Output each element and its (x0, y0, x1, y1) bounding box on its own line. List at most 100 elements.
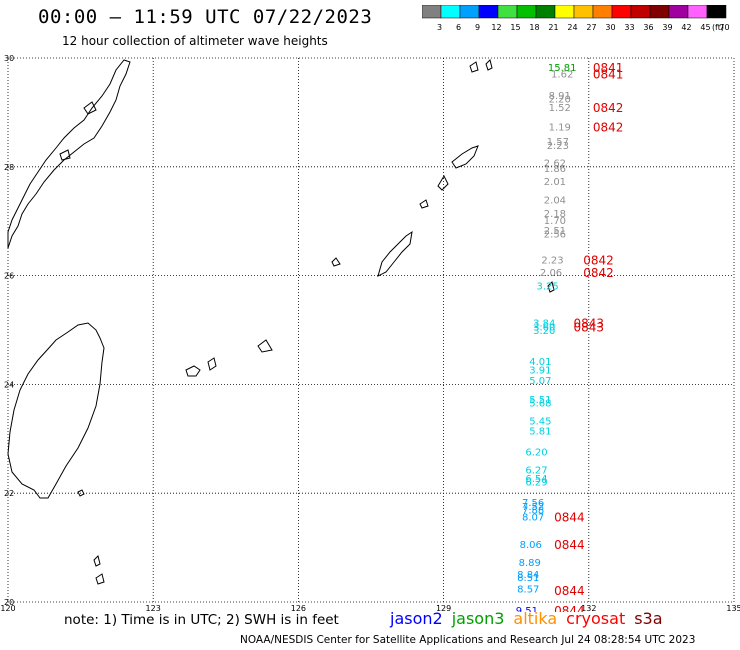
island-10 (547, 281, 555, 293)
lat-tick-label: 28 (4, 163, 14, 172)
colorbar-tick-label: 27 (586, 23, 596, 32)
lon-tick-label: 120 (0, 604, 15, 612)
swh-value-label: 5.68 (529, 398, 551, 409)
colorbar-tick-label: 12 (491, 23, 501, 32)
island-1 (437, 174, 449, 191)
island-3 (331, 257, 341, 267)
colorbar-tick-label: 36 (643, 23, 653, 32)
note-text: note: 1) Time is in UTC; 2) SWH is in fe… (64, 612, 339, 628)
colorbar-tick-label: 70 (719, 23, 729, 32)
pass-time-label: 0844 (554, 538, 585, 552)
swh-value-label: 4.01 (529, 357, 551, 368)
sat-legend-jason3: jason3 (451, 609, 505, 628)
credit-line: NOAA/NESDIS Center for Satellite Applica… (240, 634, 696, 646)
island-2 (419, 199, 429, 209)
swh-value-label: 6.27 (525, 465, 547, 476)
swh-value-label: 1.70 (544, 216, 566, 227)
island-5 (95, 573, 105, 585)
altimeter-map: 120 123 126 129 132 135 30 28 26 24 22 20 15.811.62… (0, 54, 740, 612)
sat-legend-s3a: s3a (634, 609, 663, 628)
swh-value-label: 6.29 (525, 477, 547, 488)
swh-value-label: 5.45 (529, 416, 551, 427)
swh-value-label: 7.88 (522, 506, 544, 517)
colorbar-tick-label: 33 (624, 23, 634, 32)
swh-value-label: 9.51 (516, 606, 538, 612)
swh-value-label: 8.84 (517, 570, 539, 581)
pass-time-label: 0842 (583, 266, 614, 280)
pass-time-label: 0843 (574, 320, 605, 334)
pass-time-label: 0842 (583, 253, 614, 267)
swh-value-label: 7.56 (522, 498, 544, 509)
pass-time-label: 0842 (593, 101, 624, 115)
colorbar-tick-label: 30 (605, 23, 615, 32)
pass-time-label: 0841 (593, 61, 624, 75)
island-8 (469, 61, 479, 73)
colorbar-unit-label: (ft) (712, 23, 724, 32)
lon-tick-label: 123 (146, 604, 161, 612)
island-6 (83, 101, 97, 115)
swh-value-label: 8.89 (519, 558, 541, 569)
swh-value-label: 5.81 (529, 427, 551, 438)
swh-value-label: 3.20 (533, 326, 555, 337)
pass-time-label: 0844 (554, 604, 585, 612)
okinawa-coastline (377, 230, 413, 277)
pass-time-labels: 0841084108420842084208420843084308440844… (554, 61, 623, 612)
swh-value-label: 7.52 (522, 502, 544, 513)
swh-value-label: 1.57 (547, 137, 569, 148)
swh-value-label: 8.57 (517, 584, 539, 595)
swh-value-label: 3.60 (533, 322, 555, 333)
island-4 (93, 555, 101, 567)
lon-tick-label: 129 (436, 604, 451, 612)
colorbar-tick-label: 39 (662, 23, 672, 32)
kyushu-coastline (7, 59, 131, 249)
swh-value-label: 2.04 (544, 196, 566, 207)
swh-value-label: 2.23 (547, 141, 569, 152)
swh-value-label: 3.84 (533, 318, 555, 329)
swh-value-label: 2.51 (544, 226, 566, 237)
pass-time-label: 0843 (574, 316, 605, 330)
lat-tick-label: 20 (4, 598, 14, 607)
colorbar-tick-label: 24 (567, 23, 577, 32)
swh-value-label: 6.54 (525, 474, 547, 485)
island-7 (59, 149, 71, 161)
lon-tick-label: 132 (581, 604, 596, 612)
colorbar-tick-label: 18 (529, 23, 539, 32)
swh-value-label: 5.51 (529, 395, 551, 406)
colorbar-tick-label: 9 (475, 23, 480, 32)
swh-value-label: 8.91 (549, 91, 571, 102)
lon-tick-label: 126 (291, 604, 306, 612)
colorbar-tick-label: 3 (437, 23, 442, 32)
swh-value-label: 15.81 (548, 63, 577, 74)
swh-value-label: 2.56 (544, 229, 566, 240)
map-subtitle: 12 hour collection of altimeter wave hei… (62, 34, 328, 48)
colorbar-tick-label: 15 (510, 23, 520, 32)
swh-value-label: 8.06 (520, 540, 542, 551)
swh-readings: 15.811.628.912.201.521.191.572.232.621.8… (516, 63, 577, 612)
coastlines (7, 59, 555, 585)
swh-value-label: 3.25 (537, 281, 559, 292)
sat-legend-altika: altika (513, 609, 558, 628)
swh-value-label: 2.62 (544, 159, 566, 170)
swh-value-label: 1.86 (544, 164, 566, 175)
taiwan-coastline (7, 322, 105, 499)
swh-value-label: 1.19 (549, 123, 571, 134)
penghu-coastline (77, 489, 85, 497)
colorbar-tick-label: 6 (456, 23, 461, 32)
lat-lon-grid: 120 123 126 129 132 135 30 28 26 24 22 20 (0, 54, 740, 612)
colorbar-swatch (706, 5, 727, 19)
pass-time-label: 0844 (554, 511, 585, 525)
lat-tick-label: 30 (4, 54, 14, 63)
swh-value-label: 3.91 (529, 365, 551, 376)
swh-value-label: 5.07 (529, 376, 551, 387)
swh-value-label: 8.07 (522, 513, 544, 524)
swh-value-label: 6.20 (525, 447, 547, 458)
pass-time-label: 0844 (554, 584, 585, 598)
colorbar-tick-label: 42 (681, 23, 691, 32)
island-9 (485, 59, 493, 71)
swh-value-label: 8.51 (517, 573, 539, 584)
colorbar-tick-label: 45 (700, 23, 710, 32)
lon-tick-label: 135 (726, 604, 740, 612)
amami-coastline (451, 145, 479, 169)
swh-value-label: 2.06 (540, 268, 562, 279)
sat-legend-cryosat: cryosat (566, 609, 626, 628)
